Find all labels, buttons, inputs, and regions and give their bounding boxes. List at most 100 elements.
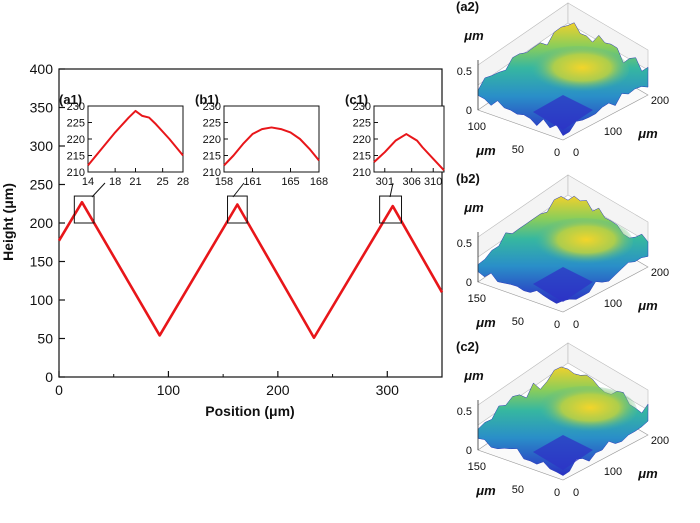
surface-valley-region (533, 267, 593, 302)
inset-frame (223, 105, 320, 173)
inset-a1: 210 215 220 225 230 14 18 21 25 28 (a1) (59, 92, 189, 188)
surface-back-panel (567, 174, 649, 243)
surface-z-unit: μm (463, 200, 484, 215)
inset-marker-box (227, 195, 248, 224)
surface-x-tick-label: 100 (604, 126, 622, 138)
surface-z-tick-label: 0.5 (457, 406, 472, 418)
inset-y-tick-label: 230 (203, 101, 221, 113)
inset-x-tick-label: 28 (177, 176, 189, 188)
surface-x-tick-label: 200 (651, 435, 669, 447)
main-x-tick-label: 300 (376, 382, 400, 398)
inset-x-tick-label: 161 (243, 176, 261, 188)
surface-title: (b2) (456, 171, 480, 186)
inset-marker-box (73, 195, 95, 224)
inset-y-tick-label: 225 (203, 118, 221, 130)
inset-y-tick-label: 230 (67, 101, 85, 113)
inset-frame (87, 105, 184, 173)
surface-z-tick-label: 0 (466, 277, 472, 289)
surface-peak-region (525, 46, 629, 94)
surface-x-tick-label: 200 (651, 95, 669, 107)
surface-z-tick-label: 0.5 (457, 66, 472, 78)
surface-x-tick-label: 100 (604, 298, 622, 310)
main-y-ticks: 0 50 100 150 200 250 300 350 400 (30, 61, 65, 385)
main-x-tick-label: 200 (266, 382, 290, 398)
surface-y-tick-label: 50 (512, 144, 524, 156)
surface-x-unit: μm (637, 298, 658, 313)
surface-c2: 0.5 0 μm 150 50 0 μm 0 100 200 μm (c2) (456, 339, 669, 499)
inset-y-tick-label: 210 (67, 167, 85, 179)
surface-y-tick-label: 0 (554, 319, 560, 331)
main-y-label: Height (μm) (0, 183, 16, 261)
surface-x-tick-label: 200 (651, 267, 669, 279)
inset-title: (c1) (345, 92, 368, 107)
main-y-tick-label: 0 (45, 369, 53, 385)
surface-z-unit: μm (463, 368, 484, 383)
surface-y-tick-label: 150 (468, 293, 486, 305)
inset-x-tick-label: 301 (376, 176, 394, 188)
inset-c1: 210 215 220 225 230 301 306 310 (c1) (345, 92, 445, 188)
surface-y-unit: μm (475, 483, 496, 498)
main-y-tick-label: 200 (30, 215, 54, 231)
inset-x-tick-label: 158 (215, 176, 233, 188)
inset-y-tick-label: 220 (67, 134, 85, 146)
inset-x-tick-label: 18 (109, 176, 121, 188)
surface-y-tick-label: 0 (554, 487, 560, 499)
surface-title: (c2) (456, 339, 479, 354)
surface-x-unit: μm (637, 466, 658, 481)
main-y-tick-label: 50 (37, 331, 53, 347)
inset-y-tick-label: 215 (67, 151, 85, 163)
inset-line (87, 109, 184, 167)
surface-z-tick-label: 0 (466, 445, 472, 457)
main-x-tick-label: 100 (157, 382, 181, 398)
inset-x-tick-label: 310 (424, 176, 442, 188)
surface-x-tick-label: 0 (573, 319, 579, 331)
surface-y-tick-label: 0 (554, 147, 560, 159)
inset-frame (373, 105, 445, 173)
surface-b2: 0.5 0 μm 150 50 0 μm 0 100 200 μm (b2) (456, 171, 669, 331)
inset-y-tick-label: 215 (203, 151, 221, 163)
inset-x-tick-label: 25 (157, 176, 169, 188)
surface-y-unit: μm (475, 143, 496, 158)
main-y-tick-label: 350 (30, 100, 54, 116)
main-x-ticks: 0 100 200 300 (55, 371, 399, 398)
main-y-tick-label: 300 (30, 138, 54, 154)
inset-y-tick-label: 210 (203, 167, 221, 179)
surface-y-tick-label: 100 (468, 121, 486, 133)
surface-peak-region (533, 386, 637, 434)
inset-line (373, 133, 445, 172)
surface-valley-region (533, 95, 593, 130)
surface-x-unit: μm (637, 126, 658, 141)
connector-b1 (232, 182, 245, 198)
main-plot: 0 100 200 300 0 50 100 150 200 250 300 350 400 Posi… (0, 61, 444, 419)
inset-line (223, 126, 320, 167)
surface-z-unit: μm (463, 28, 484, 43)
inset-title: (a1) (59, 92, 82, 107)
main-y-tick-label: 250 (30, 177, 54, 193)
height-profile-line (57, 200, 444, 340)
inset-marker-boxes (73, 195, 403, 224)
inset-b1: 210 215 220 225 230 158 161 165 168 (b1) (195, 92, 328, 188)
inset-x-tick-label: 21 (129, 176, 141, 188)
surface-z-tick-label: 0 (466, 105, 472, 117)
main-y-tick-label: 100 (30, 292, 54, 308)
inset-title: (b1) (195, 92, 219, 107)
inset-y-tick-label: 215 (353, 151, 371, 163)
main-x-tick-label: 0 (55, 382, 63, 398)
inset-y-tick-label: 210 (353, 167, 371, 179)
inset-y-tick-label: 220 (203, 134, 221, 146)
surface-x-tick-label: 0 (573, 487, 579, 499)
inset-x-tick-label: 168 (310, 176, 328, 188)
inset-x-tick-label: 14 (82, 176, 94, 188)
surface-x-tick-label: 0 (573, 147, 579, 159)
inset-x-tick-label: 306 (403, 176, 421, 188)
inset-x-tick-label: 165 (281, 176, 299, 188)
surface-y-unit: μm (475, 315, 496, 330)
inset-y-tick-label: 225 (353, 118, 371, 130)
surface-title: (a2) (456, 0, 479, 14)
connector-a1 (91, 182, 106, 198)
surface-z-tick-label: 0.5 (457, 238, 472, 250)
main-x-label: Position (μm) (205, 403, 294, 419)
surface-back-panel (567, 2, 649, 71)
surface-a2: 0.5 0 μm 100 50 0 μm 0 100 200 μm (a2) (456, 0, 669, 159)
